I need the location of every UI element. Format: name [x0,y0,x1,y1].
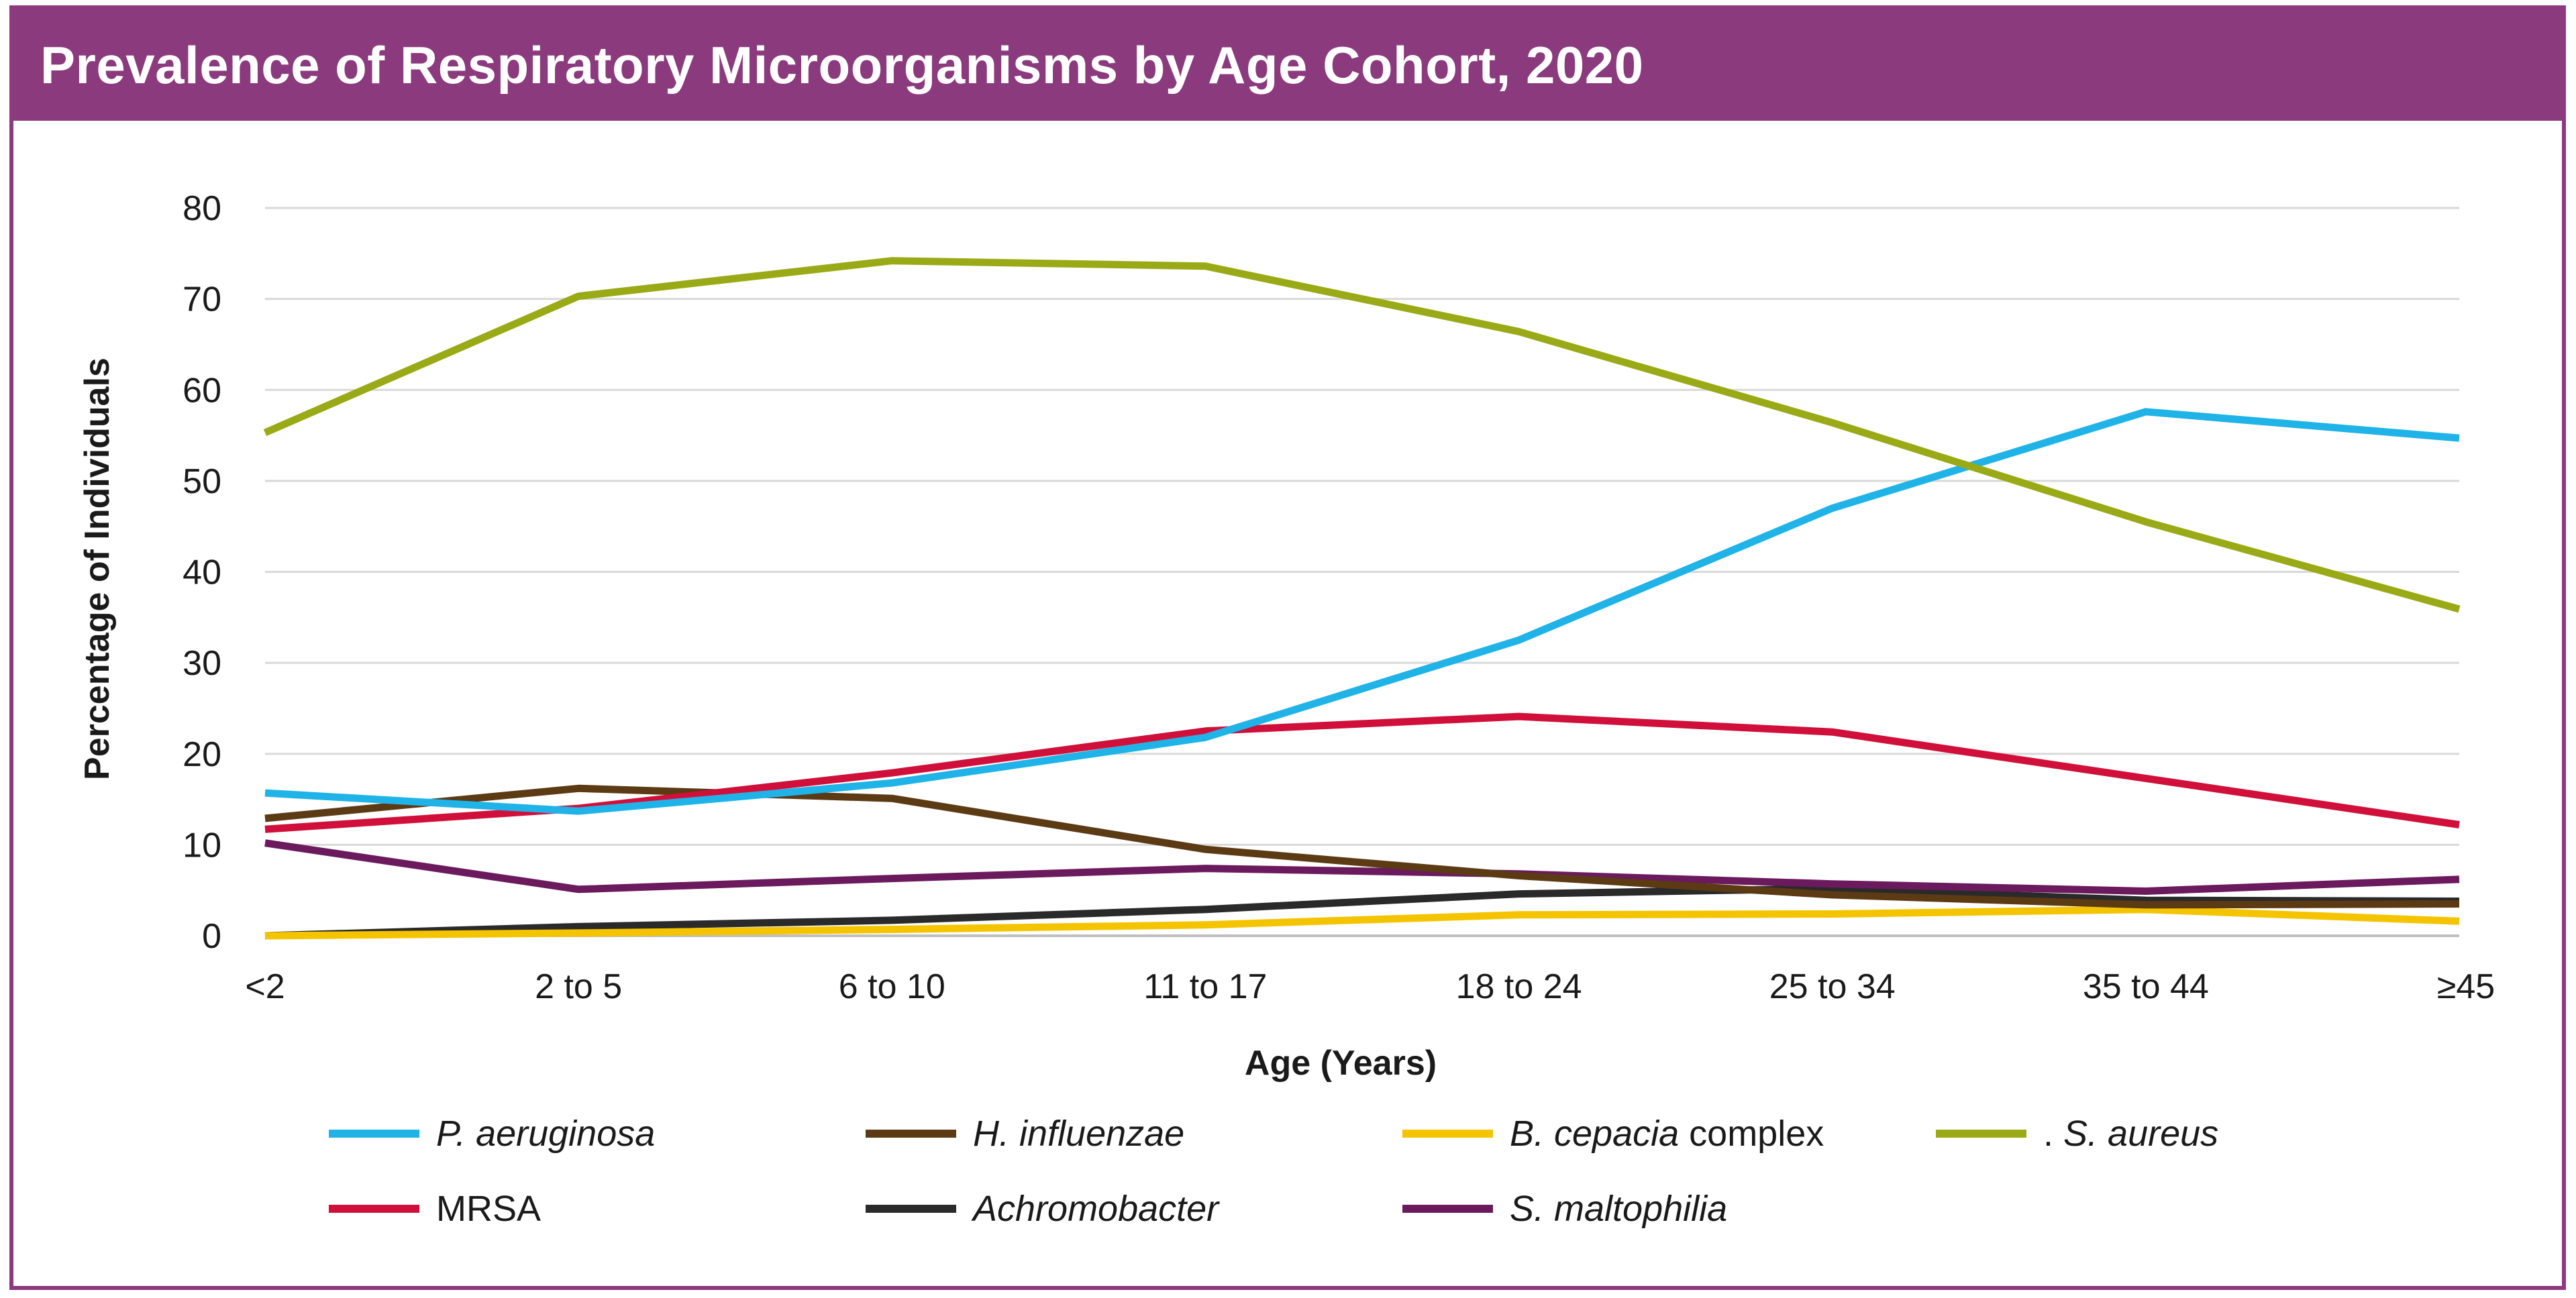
x-tick-label: 18 to 24 [1456,967,1582,1006]
y-tick-label: 20 [183,735,221,774]
x-tick-label: 25 to 34 [1769,967,1896,1006]
legend-item: S. maltophilia [1402,1189,1727,1229]
x-tick-label: 2 to 5 [535,967,622,1006]
x-axis-title: Age (Years) [1245,1044,1437,1083]
y-axis-ticks: 0 10 20 30 40 50 60 70 80 [183,189,221,956]
y-tick-label: 50 [183,462,221,501]
chart-title: Prevalence of Respiratory Microorganisms… [13,9,2562,121]
y-tick-label: 40 [183,553,221,592]
series-line-achromobacter [264,885,2460,940]
y-axis-title: Percentage of Individuals [78,358,117,780]
y-tick-label: 30 [183,644,221,683]
y-tick-label: 80 [183,189,221,228]
x-tick-label: 6 to 10 [839,967,945,1006]
series-line-s-maltophilia [264,839,2460,895]
legend-label: H. influenzae [973,1114,1184,1154]
x-tick-label: 11 to 17 [1143,967,1267,1006]
legend-item: MRSA [329,1189,541,1229]
series-line-s-aureus [263,257,2461,613]
legend-item: . S. aureus [1936,1114,2218,1154]
series-line-mrsa [264,712,2460,833]
legend-label: P. aeruginosa [436,1114,655,1154]
legend-label: Achromobacter [971,1189,1220,1229]
series-line-b-cepacia-complex [264,906,2460,940]
y-tick-label: 10 [183,826,221,865]
legend: P. aeruginosa H. influenzae B. cepacia com… [329,1114,2218,1229]
y-tick-label: 60 [183,371,221,410]
legend-label: S. maltophilia [1510,1189,1727,1229]
legend-label: . S. aureus [2043,1114,2218,1154]
series-line-h-influenzae [264,784,2460,909]
series-line-p-aeruginosa [264,408,2460,815]
y-tick-label: 70 [183,280,221,319]
legend-item: P. aeruginosa [329,1114,655,1154]
x-tick-label: 35 to 44 [2083,967,2209,1006]
legend-item: Achromobacter [866,1189,1220,1229]
y-tick-label: 0 [202,917,221,956]
gridlines [265,207,2459,937]
legend-item: H. influenzae [866,1114,1184,1154]
legend-item: B. cepacia complex [1402,1114,1824,1154]
legend-label: B. cepacia complex [1510,1114,1824,1154]
x-axis-ticks: <2 2 to 5 6 to 10 11 to 17 18 to 24 25 to 34 3… [245,967,2495,1006]
x-tick-label: <2 [245,967,285,1006]
x-tick-label: ≥45 [2437,967,2495,1006]
series-lines [263,257,2461,940]
chart-frame: Prevalence of Respiratory Microorganisms… [9,5,2566,1290]
legend-label: MRSA [436,1189,541,1229]
